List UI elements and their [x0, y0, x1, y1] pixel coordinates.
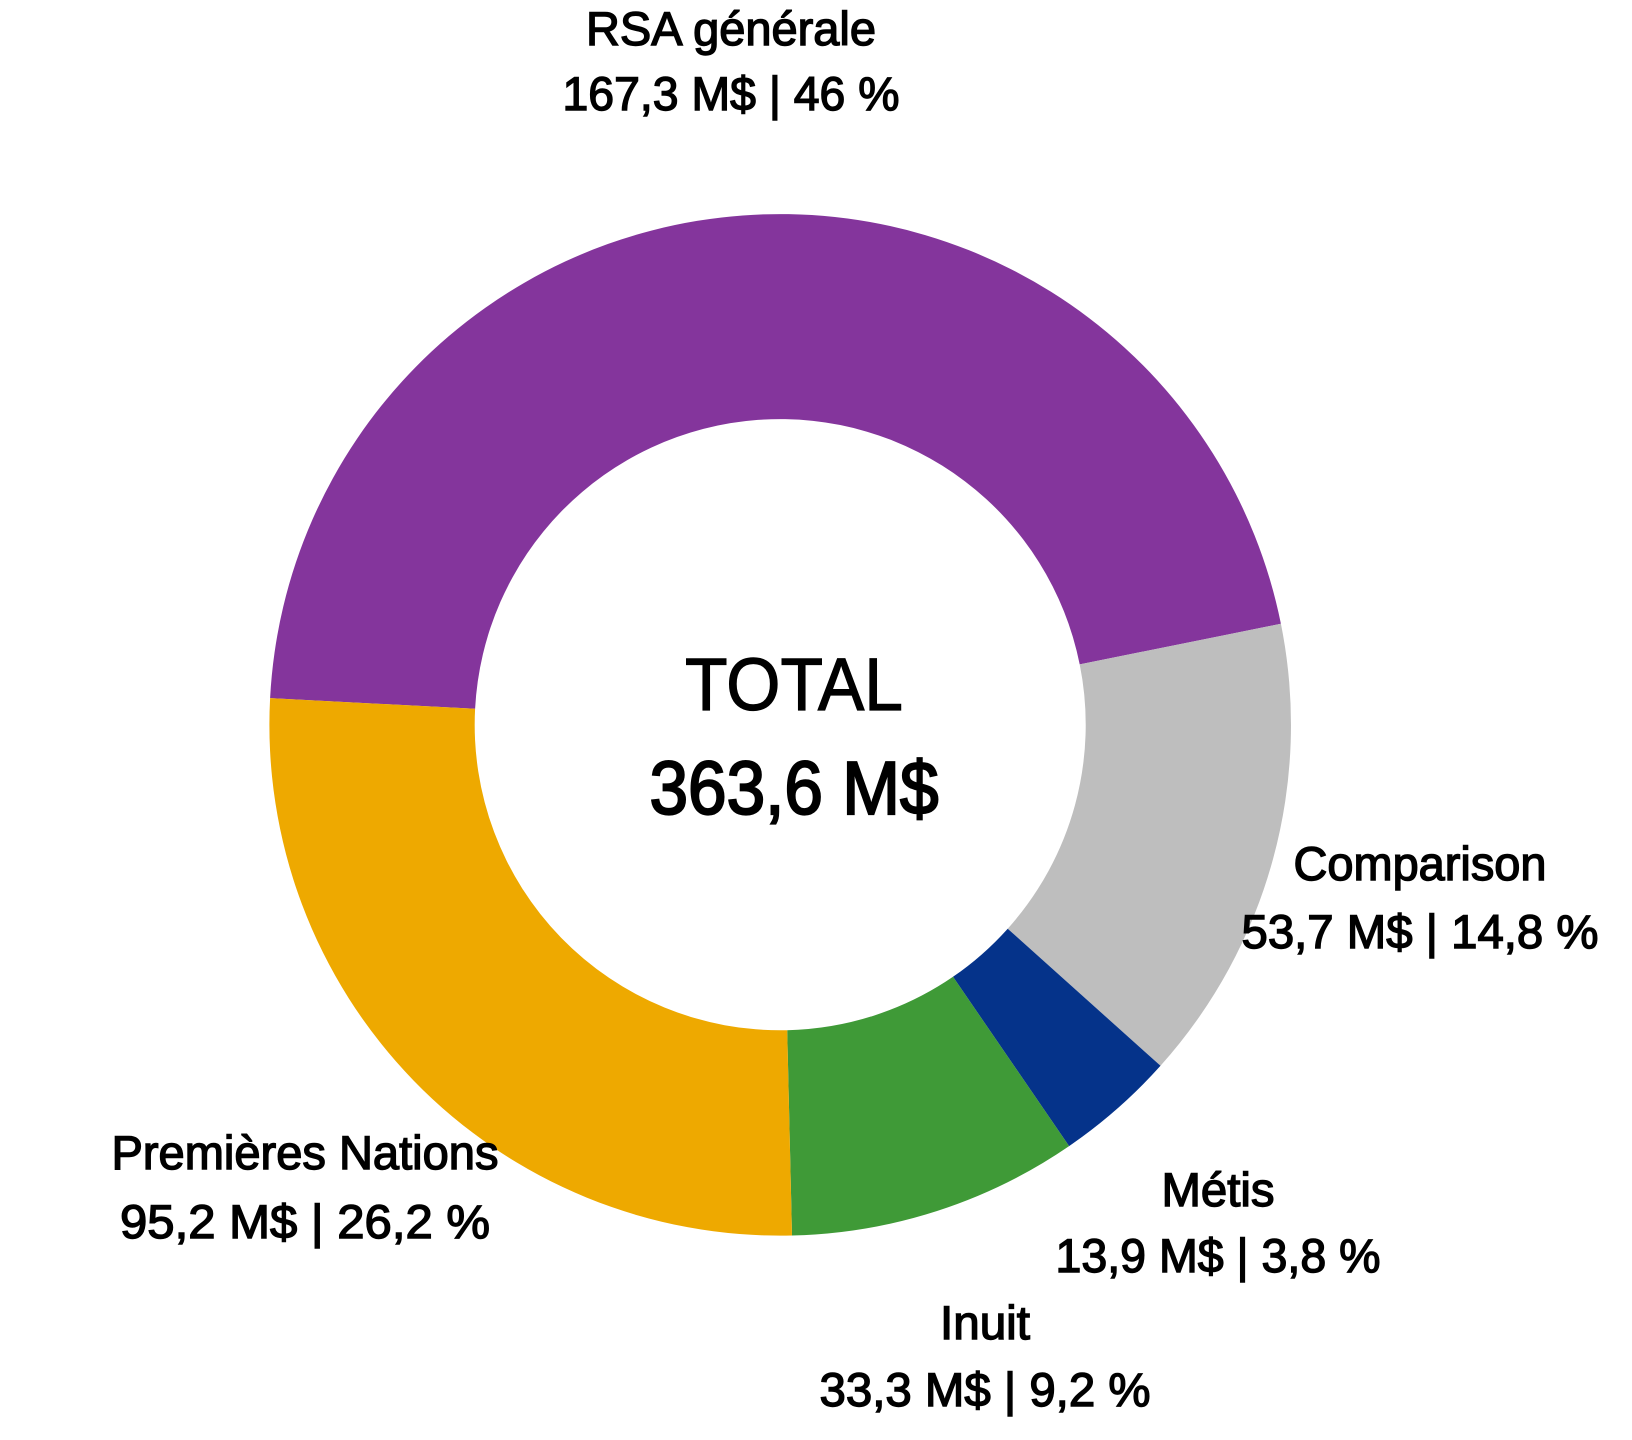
svg-text:RSA générale: RSA générale: [586, 2, 876, 55]
svg-text:Métis: Métis: [1162, 1163, 1275, 1216]
svg-text:Inuit: Inuit: [940, 1296, 1030, 1349]
svg-text:13,9 M$ | 3,8 %: 13,9 M$ | 3,8 %: [1056, 1229, 1381, 1282]
svg-text:Comparison: Comparison: [1294, 837, 1547, 890]
svg-text:95,2 M$ | 26,2 %: 95,2 M$ | 26,2 %: [120, 1195, 490, 1248]
svg-text:Premières Nations: Premières Nations: [112, 1126, 499, 1179]
svg-text:363,6 M$: 363,6 M$: [650, 746, 939, 830]
svg-text:TOTAL: TOTAL: [685, 643, 903, 726]
svg-text:53,7 M$ | 14,8 %: 53,7 M$ | 14,8 %: [1242, 905, 1599, 958]
svg-text:33,3 M$ | 9,2 %: 33,3 M$ | 9,2 %: [820, 1363, 1151, 1416]
svg-text:167,3 M$ | 46 %: 167,3 M$ | 46 %: [563, 67, 900, 120]
